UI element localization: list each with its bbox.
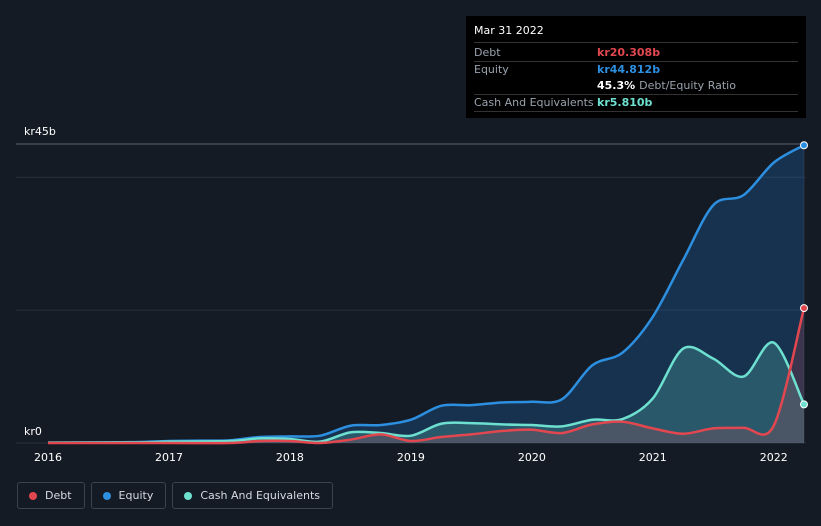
chart-areas <box>48 145 804 444</box>
tooltip-cash-label: Cash And Equivalents <box>474 96 594 109</box>
area-equity <box>48 145 804 444</box>
chart-legend: Debt Equity Cash And Equivalents <box>17 482 333 509</box>
legend-label-equity: Equity <box>118 489 154 502</box>
marker-equity <box>800 141 808 150</box>
chart-markers <box>800 141 808 409</box>
x-axis-ticks: 2016 2017 2018 2019 2020 2021 2022 <box>34 451 788 464</box>
tooltip-debt-row: Debt kr20.308b <box>474 45 798 62</box>
y-axis-top-label: kr45b <box>24 125 56 138</box>
x-tick-label-2016: 2016 <box>34 451 62 464</box>
tooltip-equity-value: kr44.812b <box>597 63 661 76</box>
y-axis-bottom-label: kr0 <box>24 425 42 438</box>
tooltip-equity-row: Equity kr44.812b <box>474 62 798 78</box>
area-cash-and-equivalents <box>48 342 804 443</box>
legend-item-cash[interactable]: Cash And Equivalents <box>172 482 333 509</box>
legend-label-cash: Cash And Equivalents <box>200 489 320 502</box>
tooltip-date: Mar 31 2022 <box>474 24 798 43</box>
legend-dot-debt-icon <box>29 491 37 500</box>
chart-lines <box>47 144 806 445</box>
tooltip-ratio-value: 45.3% <box>597 79 636 92</box>
tooltip-ratio-row: 45.3% Debt/Equity Ratio <box>474 78 798 95</box>
x-tick-label-2022: 2022 <box>760 451 788 464</box>
marker-debt <box>800 304 808 313</box>
tooltip-debt-value: kr20.308b <box>597 46 661 59</box>
line-cash-and-equivalents <box>47 341 806 444</box>
legend-dot-equity-icon <box>102 491 111 500</box>
legend-item-debt[interactable]: Debt <box>17 482 85 509</box>
x-tick-label-2017: 2017 <box>155 451 183 464</box>
legend-dot-cash-icon <box>184 491 193 500</box>
x-tick-label-2021: 2021 <box>639 451 667 464</box>
area-debt <box>48 308 804 444</box>
legend-item-equity[interactable]: Equity <box>90 482 167 509</box>
tooltip-equity-label: Equity <box>474 63 509 76</box>
x-tick-label-2019: 2019 <box>397 451 425 464</box>
marker-cash-and-equivalents <box>800 400 808 409</box>
line-debt <box>48 307 806 445</box>
x-tick-label-2018: 2018 <box>276 451 304 464</box>
tooltip-debt-label: Debt <box>474 46 501 59</box>
data-tooltip: Mar 31 2022 Debt kr20.308b Equity kr44.8… <box>466 16 806 118</box>
x-tick-label-2020: 2020 <box>518 451 546 464</box>
tooltip-cash-value: kr5.810b <box>597 96 653 109</box>
tooltip-ratio-label: Debt/Equity Ratio <box>639 79 736 92</box>
legend-label-debt: Debt <box>45 489 72 502</box>
tooltip-cash-row: Cash And Equivalents kr5.810b <box>474 95 798 112</box>
